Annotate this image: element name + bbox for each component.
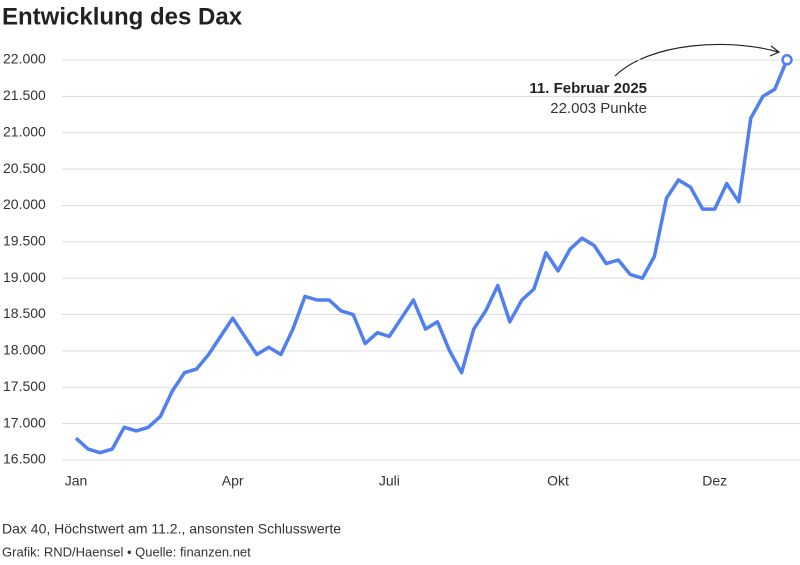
- highlight-point: [781, 54, 793, 66]
- y-tick-label: 18.000: [3, 342, 46, 358]
- chart-title: Entwicklung des Dax: [2, 3, 243, 30]
- y-tick-label: 19.000: [3, 269, 46, 285]
- x-tick-label: Apr: [222, 473, 244, 489]
- y-tick-label: 22.000: [3, 51, 46, 67]
- y-tick-label: 17.000: [3, 414, 46, 430]
- y-tick-label: 18.500: [3, 305, 46, 321]
- y-tick-label: 19.500: [3, 233, 46, 249]
- y-tick-label: 20.500: [3, 160, 46, 176]
- x-tick-label: Juli: [379, 473, 400, 489]
- line: [74, 59, 789, 455]
- x-tick-label: Dez: [702, 473, 727, 489]
- y-tick-label: 21.000: [3, 123, 46, 139]
- annotation-title: 11. Februar 2025: [529, 80, 647, 97]
- y-tick-label: 16.500: [3, 451, 46, 467]
- note: Dax 40, Höchstwert am 11.2., ansonsten S…: [2, 521, 341, 537]
- y-tick-label: 21.500: [3, 87, 46, 103]
- y-tick-label: 20.000: [3, 196, 46, 212]
- source: Grafik: RND/Haensel • Quelle: finanzen.n…: [2, 544, 251, 559]
- y-tick-label: 17.500: [3, 378, 46, 394]
- annotation-arrowhead: [769, 45, 781, 57]
- x-tick-label: Jan: [65, 473, 88, 489]
- annotation-arrow: [614, 43, 779, 77]
- annotation-text: 22.003 Punkte: [550, 100, 647, 117]
- x-tick-label: Okt: [547, 473, 569, 489]
